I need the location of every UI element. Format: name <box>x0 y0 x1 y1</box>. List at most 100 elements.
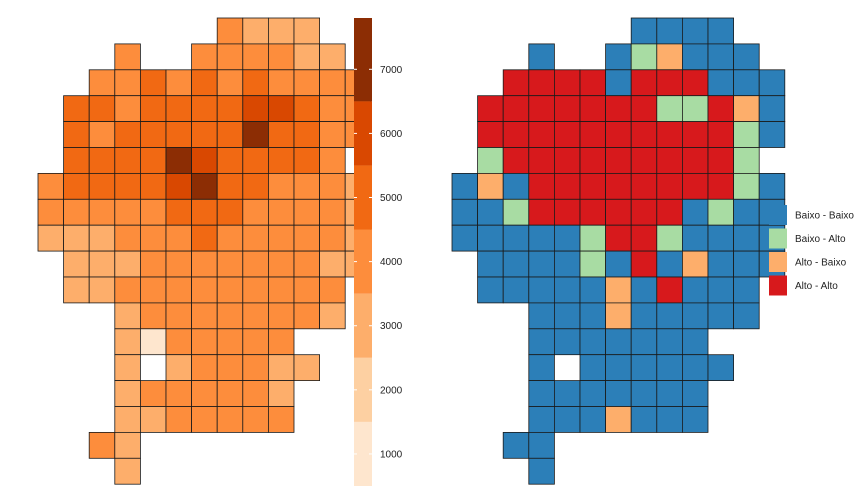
colorbar-band <box>354 357 372 422</box>
lisa-cell <box>707 354 735 382</box>
lisa-cell <box>477 172 504 200</box>
population-cell <box>242 328 269 356</box>
lisa-cell <box>605 198 632 226</box>
population-cell <box>165 406 193 433</box>
lisa-cell <box>528 250 555 278</box>
population-cell <box>37 198 65 226</box>
lisa-cell <box>554 147 581 174</box>
legend-label: Alto - Alto <box>795 281 838 292</box>
lisa-cell <box>579 406 607 433</box>
population-cell <box>216 121 244 148</box>
population-cell <box>114 121 141 148</box>
lisa-cell <box>554 406 581 433</box>
population-cell <box>216 224 244 252</box>
lisa-cell <box>656 172 683 200</box>
population-cell <box>191 302 218 330</box>
lisa-cell <box>554 95 581 122</box>
population-cell <box>191 43 218 71</box>
population-cell <box>319 224 346 252</box>
population-cell <box>242 43 269 71</box>
population-cell <box>216 406 244 433</box>
population-cell <box>191 406 218 433</box>
lisa-cell <box>682 147 709 174</box>
population-cell <box>216 250 244 278</box>
lisa-cell <box>707 147 735 174</box>
lisa-cell <box>656 95 683 122</box>
population-cell <box>114 302 141 330</box>
population-cell <box>293 121 321 148</box>
population-cell <box>319 198 346 226</box>
lisa-cell <box>682 354 709 382</box>
population-cell <box>63 121 90 148</box>
lisa-cell <box>682 17 709 45</box>
population-cell <box>216 172 244 200</box>
population-cell <box>165 380 193 407</box>
population-cell <box>114 69 141 97</box>
population-cell <box>139 328 167 356</box>
lisa-cell <box>707 172 735 200</box>
lisa-cell <box>733 172 760 200</box>
lisa-cell <box>502 69 530 97</box>
lisa-cell <box>477 198 504 226</box>
population-cell <box>293 276 321 304</box>
population-cell <box>267 121 295 148</box>
lisa-cell <box>605 121 632 148</box>
population-cell <box>267 406 295 433</box>
population-cell <box>319 302 346 330</box>
population-cell <box>139 95 167 122</box>
population-cell <box>114 328 141 356</box>
lisa-cell <box>656 406 683 433</box>
population-cell <box>242 69 269 97</box>
population-cell <box>114 224 141 252</box>
lisa-cell <box>656 121 683 148</box>
lisa-cell <box>528 354 555 382</box>
lisa-cell <box>528 276 555 304</box>
lisa-cell <box>656 302 683 330</box>
population-cell <box>267 328 295 356</box>
lisa-cell <box>528 224 555 252</box>
population-cell <box>114 380 141 407</box>
lisa-cell <box>528 121 555 148</box>
lisa-cell <box>528 457 555 485</box>
lisa-cell <box>630 17 658 45</box>
population-cell <box>293 198 321 226</box>
population-cell <box>191 354 218 382</box>
lisa-cell <box>733 69 760 97</box>
lisa-cell <box>707 250 735 278</box>
population-cell <box>139 172 167 200</box>
lisa-cell <box>630 121 658 148</box>
lisa-cell <box>707 302 735 330</box>
lisa-cell <box>630 354 658 382</box>
population-cell <box>139 69 167 97</box>
lisa-cell <box>630 224 658 252</box>
lisa-cell <box>682 121 709 148</box>
lisa-cell <box>579 224 607 252</box>
population-cell <box>216 17 244 45</box>
population-cell <box>267 302 295 330</box>
population-cell <box>293 172 321 200</box>
lisa-cell <box>579 250 607 278</box>
lisa-cell <box>707 198 735 226</box>
population-cell <box>267 224 295 252</box>
lisa-cell <box>656 250 683 278</box>
population-cell <box>114 43 141 71</box>
population-cell <box>191 250 218 278</box>
population-cell <box>242 276 269 304</box>
colorbar-tick-label: 6000 <box>380 129 403 140</box>
lisa-cell <box>605 69 632 97</box>
population-cell <box>63 224 90 252</box>
colorbar-tick-label: 5000 <box>380 193 403 204</box>
lisa-cell <box>656 147 683 174</box>
population-cell <box>319 95 346 122</box>
population-cell <box>191 121 218 148</box>
colorbar-band <box>354 18 372 102</box>
lisa-cell <box>682 380 709 407</box>
population-cell <box>293 69 321 97</box>
population-cell <box>242 406 269 433</box>
population-cell <box>216 354 244 382</box>
population-cell <box>242 354 269 382</box>
lisa-cell <box>630 69 658 97</box>
population-cell <box>216 95 244 122</box>
population-cell <box>267 172 295 200</box>
